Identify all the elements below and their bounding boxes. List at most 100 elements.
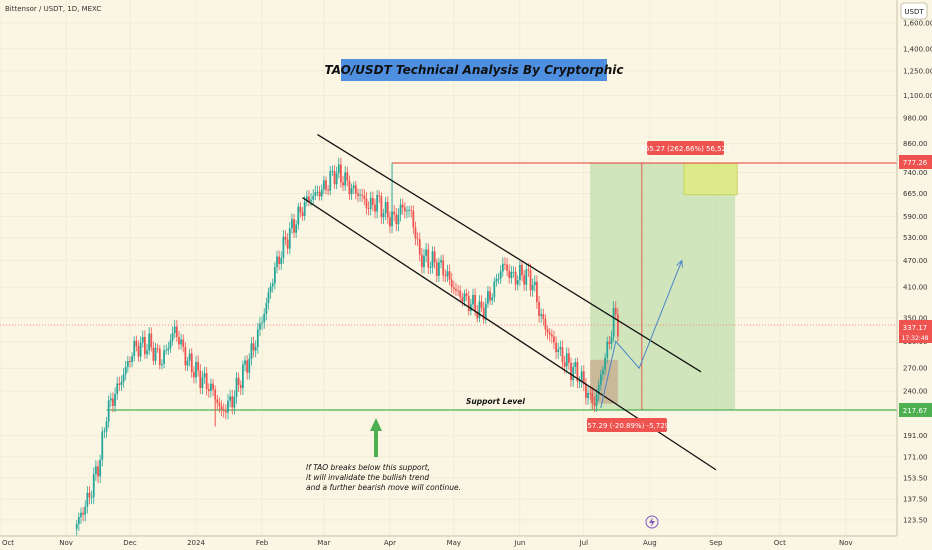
candle-body [129, 361, 131, 362]
candle-body [512, 271, 515, 273]
candle-body [135, 340, 138, 347]
candle-body [529, 270, 532, 291]
candle-body [301, 212, 304, 216]
price-tick-label: 860.00 [903, 140, 928, 148]
time-tick-label: Jul [579, 539, 589, 547]
candle-body [399, 204, 402, 215]
candle-body [154, 348, 157, 361]
candle-body [565, 353, 568, 367]
candle-body [118, 383, 121, 385]
candle-body [435, 262, 438, 276]
candle-body [126, 361, 129, 367]
candle-body [310, 199, 312, 202]
candle-body [378, 195, 381, 197]
candle-body [380, 196, 383, 218]
candle-body [137, 346, 140, 357]
candle-body [107, 400, 110, 422]
candle-body [175, 326, 178, 338]
candle-body [555, 342, 557, 353]
candle-body [190, 353, 193, 373]
candle-body [452, 287, 455, 289]
currency-button[interactable] [900, 2, 928, 20]
candle-body [224, 410, 227, 413]
candle-body [348, 180, 351, 195]
projection-arrowhead [676, 259, 683, 268]
candle-body [533, 281, 536, 286]
candle-body [542, 314, 545, 319]
chart-title: TAO/USDT Technical Analysis By Cryptorph… [324, 63, 623, 77]
candle-body [521, 264, 523, 276]
candle-body [480, 301, 483, 308]
candle-body [97, 466, 99, 477]
candle-body [280, 258, 283, 264]
candle-body [293, 219, 295, 233]
candle-body [418, 239, 421, 255]
candle-body [305, 196, 308, 202]
candle-body [244, 360, 246, 365]
candle-body [286, 239, 289, 249]
candle-body [403, 207, 406, 212]
currency-label: USDT [904, 8, 924, 16]
current-price-text: 337.17 [903, 324, 928, 332]
note-line-1: If TAO breaks below this support, [306, 463, 430, 472]
time-tick-label: Mar [317, 539, 330, 547]
candle-body [491, 297, 494, 301]
candle-body [216, 399, 219, 403]
note-line-2: it will invalidate the bullish trend [306, 473, 429, 482]
target-price-badge [899, 155, 932, 169]
candle-body [472, 294, 474, 305]
candle-body [414, 227, 417, 239]
candle-body [531, 285, 534, 291]
candle-body [101, 431, 104, 460]
candle-body [241, 364, 244, 389]
lightning-icon[interactable] [645, 515, 659, 529]
candle-body [80, 512, 82, 518]
candle-body [420, 254, 423, 268]
candle-body [538, 302, 540, 316]
candle-body [525, 269, 528, 285]
candle-body [410, 209, 413, 211]
target-zone-box [683, 162, 738, 196]
candle-body [152, 347, 155, 361]
candle-body [408, 209, 410, 211]
candle-body [455, 288, 457, 291]
candle-body [608, 341, 611, 345]
candle-body [450, 279, 453, 288]
time-tick-label: Aug [643, 539, 657, 547]
candle-body [337, 164, 340, 174]
candle-body [308, 196, 310, 202]
candle-body [288, 228, 291, 249]
candle-body [563, 362, 566, 367]
price-tick-label: 171.00 [903, 453, 928, 461]
price-tick-label: 1,400.00 [903, 45, 932, 53]
candle-body [514, 271, 517, 285]
candle-body [327, 189, 330, 191]
candle-body [131, 356, 133, 362]
candle-body [267, 292, 270, 304]
candle-body [86, 492, 89, 507]
candle-body [284, 236, 287, 240]
candle-body [205, 373, 208, 390]
candle-body [261, 322, 263, 324]
candle-body [295, 224, 298, 233]
candle-body [92, 474, 95, 498]
candle-body [186, 360, 189, 366]
time-tick-label: Oct [774, 539, 786, 547]
candle-body [114, 394, 116, 406]
candle-body [495, 279, 498, 282]
price-tick-label: 1,600.00 [903, 19, 932, 27]
candle-body [282, 236, 285, 259]
candle-body [158, 348, 161, 366]
candle-body [523, 275, 526, 285]
candle-body [124, 366, 127, 375]
candle-body [367, 208, 370, 210]
candle-body [371, 197, 374, 205]
price-axis[interactable]: 1,600.00 1,400.00 1,250.00 1,100.00 980.00 86… [903, 19, 932, 524]
candle-body [574, 362, 577, 368]
candle-body [570, 362, 572, 381]
time-axis[interactable]: Oct Nov Dec 2024 Feb Mar Apr May Jun Jul Aug Sep Oct… [2, 539, 853, 547]
candle-body [352, 185, 355, 189]
note-line-3: and a further bearish move will continue… [306, 483, 461, 492]
